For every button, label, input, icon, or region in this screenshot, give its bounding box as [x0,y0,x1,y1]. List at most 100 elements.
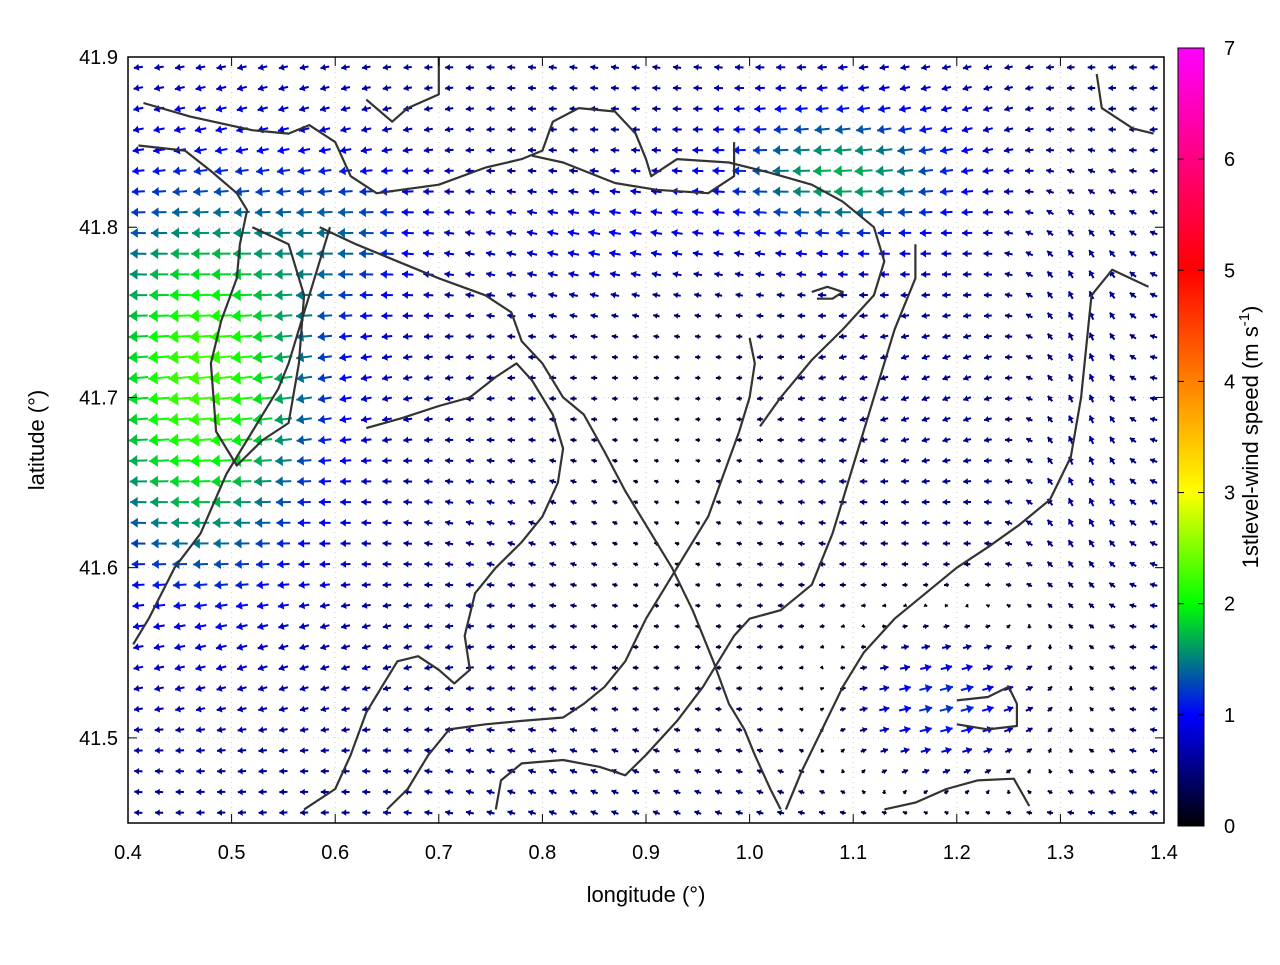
wind-vector [174,601,186,610]
wind-vector [693,146,704,154]
wind-vector [839,395,846,401]
wind-vector [362,85,371,92]
wind-vector [757,686,762,691]
wind-vector [466,582,474,588]
wind-vector [1026,562,1032,567]
wind-vector [1025,188,1033,195]
wind-vector [528,789,535,795]
wind-vector [258,105,268,112]
wind-vector [487,789,495,795]
wind-vector [1110,478,1115,485]
wind-vector [1089,271,1095,279]
wind-vector [716,417,721,422]
wind-vector [1110,728,1115,733]
wind-vector [340,126,350,133]
colorbar-label-main: 1stlevel-wind speed (m s [1238,326,1263,568]
wind-vector [466,520,474,526]
wind-vector [276,497,291,507]
wind-vector [963,64,971,71]
wind-vector [570,810,577,816]
wind-vector [175,64,184,71]
wind-vector [757,644,762,649]
wind-vector [819,458,826,464]
wind-vector [549,685,556,691]
wind-vector [362,747,370,753]
wind-vector [360,291,373,300]
wind-vector [362,602,371,609]
wind-vector [341,623,350,630]
wind-vector [256,539,270,548]
wind-vector [279,64,288,71]
wind-vector [129,413,148,425]
wind-vector [922,416,930,422]
wind-vector [1109,769,1115,774]
wind-vector [216,643,227,651]
wind-vector [404,810,412,816]
wind-vector [253,331,273,343]
wind-vector [1026,417,1032,422]
colorbar-label-close: ) [1238,306,1263,313]
wind-vector [383,789,391,795]
wind-vector [1005,437,1012,443]
wind-vector [1108,106,1115,112]
wind-vector [169,309,190,322]
wind-vector [362,768,370,774]
wind-vector [1047,748,1051,752]
wind-vector [964,769,971,775]
wind-vector [1088,789,1094,794]
wind-vector [612,789,619,795]
wind-vector [714,64,722,71]
wind-vector [507,333,515,339]
wind-vector [175,685,184,692]
wind-vector [675,542,679,546]
wind-vector [529,458,536,464]
wind-vector [189,413,212,427]
wind-vector [855,145,872,156]
wind-vector [196,789,204,796]
wind-vector [922,333,930,339]
wind-vector [695,603,700,608]
wind-vector [773,186,789,196]
wind-vector [632,106,640,112]
wind-vector [757,521,762,526]
wind-vector [961,146,972,154]
wind-vector [570,727,577,733]
wind-vector [984,416,992,422]
wind-vector [716,521,721,526]
wind-vector [653,707,659,712]
wind-vector [880,499,888,505]
wind-vector [775,250,785,258]
wind-vector [277,166,290,175]
wind-vector [1110,333,1115,339]
wind-vector [919,125,931,134]
wind-vector [175,105,185,113]
wind-vector [528,768,535,774]
wind-vector [632,292,640,298]
wind-vector [487,582,495,588]
wind-vector [819,395,826,401]
wind-vector [652,271,661,278]
wind-vector [402,270,413,278]
wind-vector [342,789,350,795]
wind-vector [383,706,391,712]
wind-vector [276,187,290,196]
wind-vector [753,145,767,154]
wind-vector [1046,106,1054,112]
colorbar [1178,48,1204,826]
wind-vector [341,561,351,568]
wind-vector [1130,438,1136,443]
wind-vector [149,289,168,301]
wind-vector [652,85,660,91]
wind-vector [1005,354,1012,360]
wind-vector [424,768,432,774]
wind-vector [279,768,287,775]
wind-vector [899,229,912,238]
wind-vector [633,603,638,608]
wind-vector [361,146,372,154]
wind-vector [756,271,765,278]
wind-vector [233,476,252,488]
wind-vector [236,146,248,154]
wind-vector [1068,291,1074,299]
wind-vector [797,64,806,71]
wind-vector [1130,500,1136,505]
